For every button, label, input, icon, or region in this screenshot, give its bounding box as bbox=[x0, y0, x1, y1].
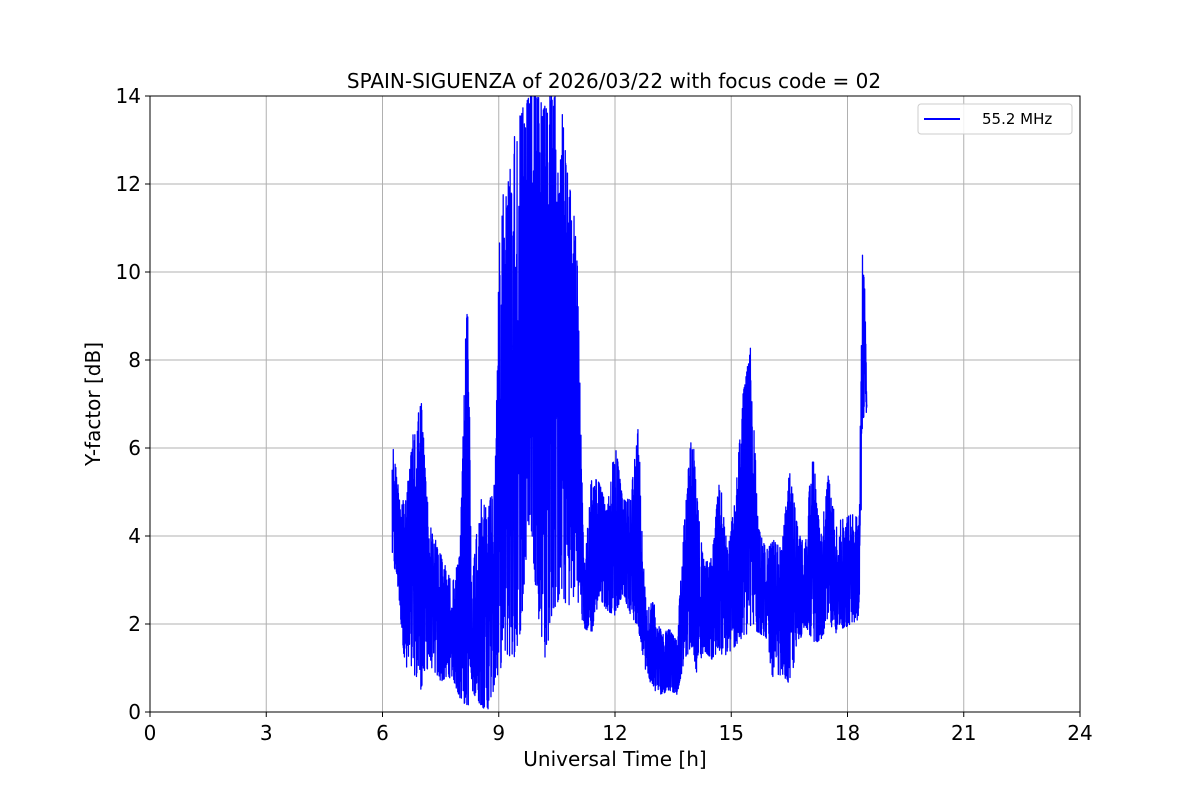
x-tick-label: 15 bbox=[719, 721, 744, 745]
legend: 55.2 MHz bbox=[917, 103, 1073, 135]
x-axis-label: Universal Time [h] bbox=[523, 747, 706, 771]
x-tick-label: 6 bbox=[376, 721, 389, 745]
legend-box bbox=[917, 103, 1073, 135]
series-line bbox=[391, 96, 868, 710]
x-tick-label: 24 bbox=[1067, 721, 1092, 745]
y-tick-label: 6 bbox=[128, 436, 141, 460]
x-tick-label: 9 bbox=[492, 721, 505, 745]
data-layer bbox=[391, 96, 868, 710]
y-tick-label: 12 bbox=[116, 172, 141, 196]
y-tick-label: 4 bbox=[128, 524, 141, 548]
y-tick-label: 14 bbox=[116, 84, 141, 108]
y-tick-label: 0 bbox=[128, 700, 141, 724]
y-tick-label: 8 bbox=[128, 348, 141, 372]
x-tick-label: 12 bbox=[602, 721, 627, 745]
chart-title: SPAIN-SIGUENZA of 2026/03/22 with focus … bbox=[347, 69, 881, 93]
y-axis-label: Y-factor [dB] bbox=[81, 342, 105, 467]
legend-label: 55.2 MHz bbox=[982, 110, 1052, 128]
x-tick-label: 18 bbox=[835, 721, 860, 745]
x-tick-label: 3 bbox=[260, 721, 273, 745]
y-tick-label: 10 bbox=[116, 260, 141, 284]
x-tick-label: 21 bbox=[951, 721, 976, 745]
x-axis-ticks: 0 3 6 9 12 15 18 21 24 bbox=[144, 712, 1093, 745]
y-axis-ticks: 0 2 4 6 8 10 12 14 bbox=[116, 84, 150, 724]
y-tick-label: 2 bbox=[128, 612, 141, 636]
x-tick-label: 0 bbox=[144, 721, 157, 745]
